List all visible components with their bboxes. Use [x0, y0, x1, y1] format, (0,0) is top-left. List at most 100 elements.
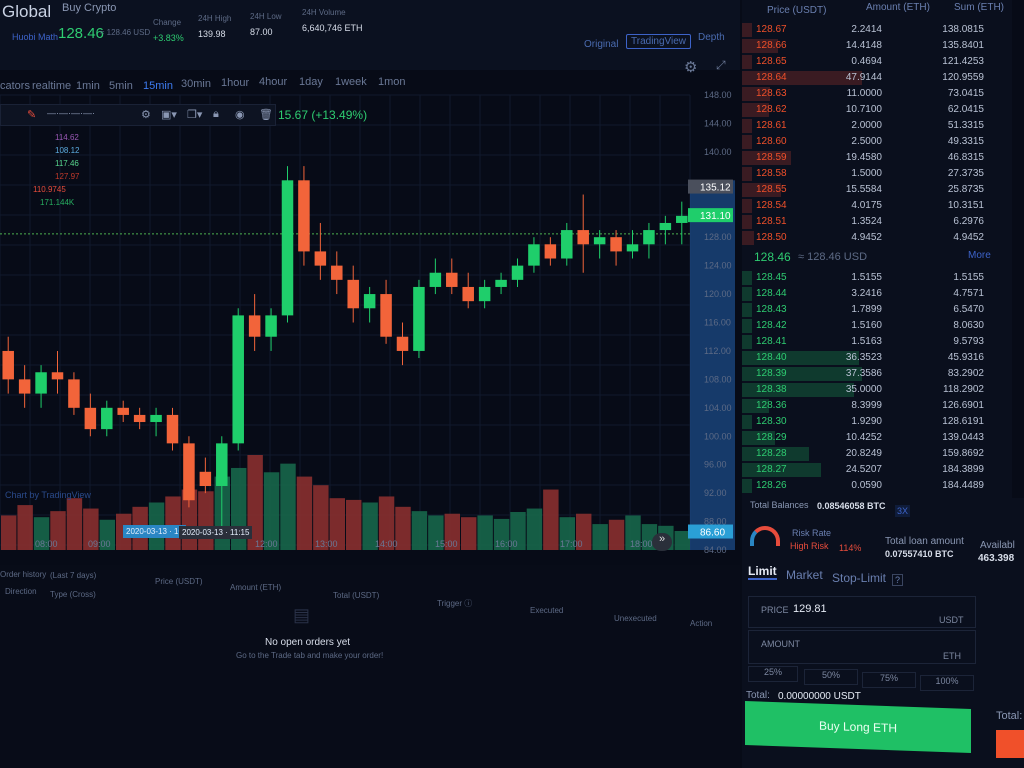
x-tick-label: 18:00	[630, 539, 653, 549]
tab-stop-limit[interactable]: Stop-Limit	[832, 571, 887, 585]
price: 128.30	[756, 416, 787, 427]
pct-25-button[interactable]: 25%	[748, 666, 798, 682]
amount: 1.3524	[851, 216, 882, 227]
ask-row[interactable]: 128.55 15.5584 25.8735	[742, 182, 1002, 198]
y-tick-label: 108.00	[704, 374, 732, 384]
bid-row[interactable]: 128.38 35.0000 118.2902	[742, 382, 1002, 398]
scroll-to-latest-icon[interactable]: »	[652, 533, 672, 551]
ask-row[interactable]: 128.59 19.4580 46.8315	[742, 150, 1002, 166]
tf-indicators[interactable]: cators	[0, 80, 30, 92]
bid-row[interactable]: 128.28 20.8249 159.8692	[742, 446, 1002, 462]
trash-icon[interactable]: 🗑︎	[259, 109, 273, 121]
bid-row[interactable]: 128.42 1.5160 8.0630	[742, 318, 1002, 334]
amount: 1.5155	[851, 272, 882, 283]
price: 128.40	[756, 352, 787, 363]
total-label: Total:	[746, 690, 770, 701]
indicator-value: 127.97	[55, 172, 80, 181]
ask-row[interactable]: 128.65 0.4694 121.4253	[742, 54, 1002, 70]
settings-icon[interactable]: ⚙	[141, 109, 151, 121]
volume-bar	[444, 513, 460, 550]
bid-row[interactable]: 128.27 24.5207 184.3899	[742, 462, 1002, 478]
order-history-title[interactable]: Order history	[0, 570, 47, 579]
sum: 73.0415	[947, 88, 984, 99]
amount: 1.5000	[851, 168, 882, 179]
ask-row[interactable]: 128.54 4.0175 10.3151	[742, 198, 1002, 214]
price-chart[interactable]: 148.00 144.00 140.00 128.00 124.00 120.00 116.…	[0, 85, 740, 555]
bid-row[interactable]: 128.41 1.5163 9.5793	[742, 334, 1002, 350]
bid-row[interactable]: 128.29 10.4252 139.0443	[742, 430, 1002, 446]
ask-row[interactable]: 128.60 2.5000 49.3315	[742, 134, 1002, 150]
risk-gauge-icon	[750, 526, 780, 546]
fullscreen-icon[interactable]: ⤢	[716, 58, 726, 72]
tab-limit[interactable]: Limit	[748, 564, 777, 580]
tf-1min[interactable]: 1min	[76, 80, 100, 92]
pct-75-button[interactable]: 75%	[862, 672, 916, 688]
tf-15min[interactable]: 15min	[143, 80, 173, 92]
pct-100-button[interactable]: 100%	[920, 675, 974, 691]
leverage-badge[interactable]: 3X	[895, 505, 911, 517]
gear-icon[interactable]: ⚙	[684, 59, 698, 76]
ask-row[interactable]: 128.64 47.9144 120.9559	[742, 70, 1002, 86]
ask-row[interactable]: 128.61 2.0000 51.3315	[742, 118, 1002, 134]
timeframe-bar: cators realtime 1min 5min 15min 30min 1h…	[0, 76, 740, 100]
bid-row[interactable]: 128.40 36.3523 45.9316	[742, 350, 1002, 366]
line-tools-icon[interactable]: —·—·—·—·	[47, 108, 95, 118]
bid-row[interactable]: 128.45 1.5155 1.5155	[742, 270, 1002, 286]
volume-bar	[592, 524, 608, 550]
tf-5min[interactable]: 5min	[109, 80, 133, 92]
tf-1mon[interactable]: 1mon	[378, 76, 406, 88]
ask-row[interactable]: 128.50 4.9452 4.9452	[742, 230, 1002, 246]
layers-icon[interactable]: ▣▾	[161, 109, 177, 121]
pencil-icon[interactable]: ✎	[27, 109, 37, 121]
tab-tradingview[interactable]: TradingView	[626, 34, 692, 49]
buy-long-button[interactable]: Buy Long ETH	[745, 701, 971, 753]
ask-row[interactable]: 128.67 2.2414 138.0815	[742, 22, 1002, 38]
tab-depth[interactable]: Depth	[698, 32, 725, 43]
tf-4hour[interactable]: 4hour	[259, 76, 288, 88]
tab-market[interactable]: Market	[786, 568, 823, 582]
bid-row[interactable]: 128.43 1.7899 6.5470	[742, 302, 1002, 318]
bid-row[interactable]: 128.30 1.9290 128.6191	[742, 414, 1002, 430]
depth-bar	[742, 151, 791, 165]
tf-realtime[interactable]: realtime	[32, 80, 72, 92]
mid-price-usd: ≈ 128.46 USD	[798, 251, 868, 263]
ask-row[interactable]: 128.58 1.5000 27.3735	[742, 166, 1002, 182]
ask-row[interactable]: 128.62 10.7100 62.0415	[742, 102, 1002, 118]
volume-bar	[313, 485, 329, 550]
price: 128.60	[756, 136, 787, 147]
tf-1week[interactable]: 1week	[335, 76, 367, 88]
pair-label[interactable]: Huobi Math	[12, 32, 59, 42]
copy-icon[interactable]: ❐▾	[187, 109, 203, 121]
ask-row[interactable]: 128.63 11.0000 73.0415	[742, 86, 1002, 102]
sum: 27.3735	[947, 168, 984, 179]
tf-30min[interactable]: 30min	[181, 78, 211, 90]
price-input[interactable]: PRICE 129.81 USDT	[748, 596, 976, 628]
volume-bar	[395, 506, 411, 550]
tab-original[interactable]: Original	[584, 39, 619, 50]
indicator-value: 114.62	[55, 133, 79, 142]
buy-crypto-link[interactable]: Buy Crypto	[62, 2, 117, 14]
pct-50-button[interactable]: 50%	[804, 669, 858, 685]
tf-1hour[interactable]: 1hour	[221, 77, 250, 89]
stat-value: +3.83%	[153, 33, 184, 43]
more-link[interactable]: More	[968, 250, 991, 261]
sell-button[interactable]	[996, 730, 1024, 758]
eye-icon[interactable]: ◉	[235, 109, 245, 121]
bid-row[interactable]: 128.26 0.0590 184.4489	[742, 478, 1002, 494]
amount-input[interactable]: AMOUNT ETH	[748, 630, 976, 664]
bid-row[interactable]: 128.36 8.3999 126.6901	[742, 398, 1002, 414]
help-icon[interactable]: ?	[892, 574, 904, 586]
depth-bar	[742, 463, 821, 477]
volume-bar	[33, 517, 50, 550]
candlestick-chart[interactable]: 148.00 144.00 140.00 128.00 124.00 120.00 116.…	[0, 85, 740, 555]
last-price: 128.46	[58, 25, 104, 42]
bid-row[interactable]: 128.44 3.2416 4.7571	[742, 286, 1002, 302]
col-executed: Executed	[530, 606, 564, 615]
depth-bar	[742, 399, 769, 413]
ask-row[interactable]: 128.51 1.3524 6.2976	[742, 214, 1002, 230]
y-tick-label: 100.00	[704, 431, 732, 441]
lock-icon[interactable]: 🔒︎	[213, 108, 219, 120]
tf-1day[interactable]: 1day	[299, 76, 323, 88]
bid-row[interactable]: 128.39 37.3586 83.2902	[742, 366, 1002, 382]
ask-row[interactable]: 128.66 14.4148 135.8401	[742, 38, 1002, 54]
